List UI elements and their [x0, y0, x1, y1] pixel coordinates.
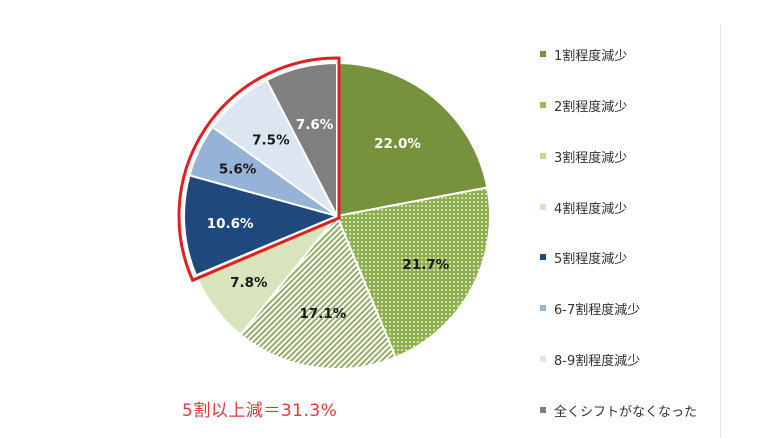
pie-slice: [335, 186, 491, 359]
pie-slice: [239, 214, 397, 370]
slice-value-label: 5.6%: [219, 162, 257, 178]
legend-item: 8-9割程度減少: [540, 349, 640, 369]
legend-item: 4割程度減少: [540, 197, 627, 217]
legend-item: 2割程度減少: [540, 95, 627, 115]
legend-label: 3割程度減少: [554, 150, 628, 166]
legend-swatch-icon: [540, 153, 546, 159]
legend-swatch-icon: [540, 204, 546, 210]
slice-value-label: 7.5%: [252, 133, 290, 149]
legend-item: 5割程度減少: [540, 247, 627, 267]
legend-label: 2割程度減少: [554, 99, 628, 115]
legend-label: 1割程度減少: [554, 48, 628, 64]
legend-swatch-icon: [540, 51, 546, 57]
legend-label: 全くシフトがなくなった: [554, 404, 698, 420]
pie-slice: [336, 61, 489, 218]
slice-value-label: 7.6%: [296, 117, 334, 133]
legend-label: 4割程度減少: [554, 201, 628, 217]
pie-chart: 22.0% 21.7% 17.1% 7.8% 10.6% 5.6% 7.5% 7.6%: [177, 56, 491, 370]
highlight-outline: [177, 56, 341, 283]
pie-labels: 22.0% 21.7% 17.1% 7.8% 10.6% 5.6% 7.5% 7.6%: [207, 117, 450, 322]
legend-item: 3割程度減少: [540, 146, 627, 166]
legend-item: 1割程度減少: [540, 44, 627, 64]
legend-label: 8-9割程度減少: [554, 353, 641, 369]
slice-value-label: 21.7%: [402, 257, 449, 273]
legend-swatch-icon: [540, 356, 546, 362]
slice-value-label: 22.0%: [374, 136, 421, 152]
legend-item: 6-7割程度減少: [540, 298, 640, 318]
slice-value-label: 10.6%: [207, 216, 254, 232]
legend-swatch-icon: [540, 407, 546, 413]
legend-swatch-icon: [540, 102, 546, 108]
pie-slices: [183, 61, 491, 370]
pie-slice: [183, 174, 341, 277]
slice-value-label: 17.1%: [299, 306, 346, 322]
pie-slice: [265, 61, 338, 217]
legend-item: 全くシフトがなくなった: [540, 400, 697, 420]
legend-label: 5割程度減少: [554, 251, 628, 267]
legend-swatch-icon: [540, 305, 546, 311]
annotation-text: 5割以上減＝31.3%: [182, 401, 338, 421]
legend-label: 6-7割程度減少: [554, 302, 641, 318]
divider: [720, 24, 721, 438]
slice-value-label: 7.8%: [230, 275, 268, 291]
legend-swatch-icon: [540, 254, 546, 260]
